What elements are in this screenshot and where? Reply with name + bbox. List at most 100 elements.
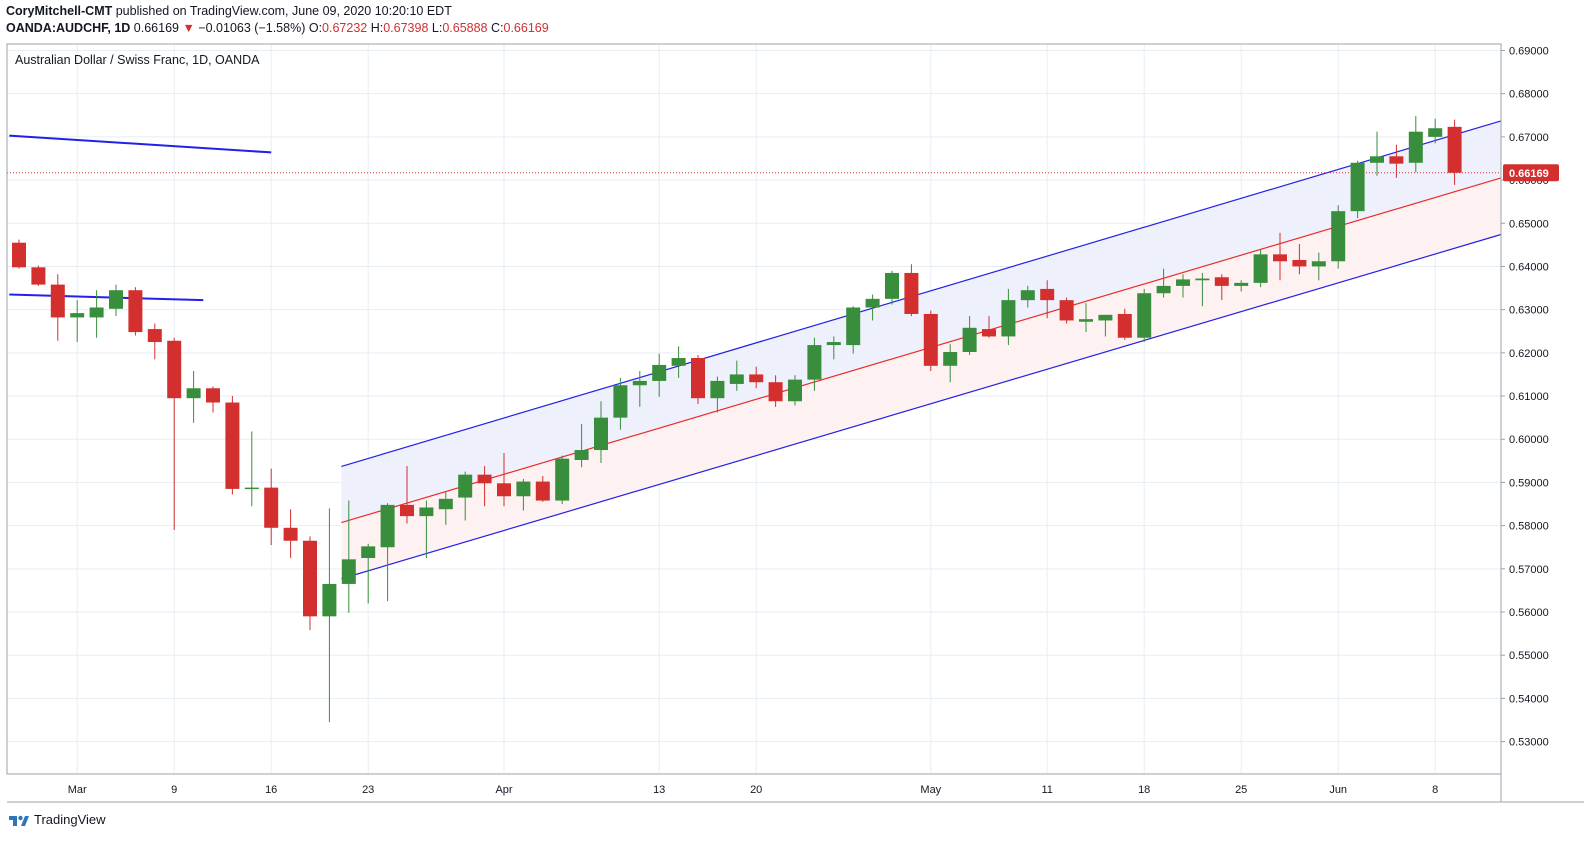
candle-body xyxy=(225,402,240,489)
close-label: C: xyxy=(491,21,504,35)
candle-body xyxy=(749,374,764,383)
candle-body xyxy=(807,345,822,380)
candle-body xyxy=(50,284,65,318)
x-tick-label: 23 xyxy=(362,784,374,796)
candle-up xyxy=(652,353,667,397)
candle-body xyxy=(1311,261,1326,267)
candle-body xyxy=(691,358,705,399)
candle-down xyxy=(147,323,162,360)
open-value: 0.67232 xyxy=(322,21,368,35)
open-label: O: xyxy=(308,21,323,35)
last-value: 0.66169 xyxy=(133,21,179,35)
candle-down xyxy=(691,355,705,404)
y-tick-label: 0.62000 xyxy=(1509,348,1549,360)
x-tick-label: 20 xyxy=(750,784,762,796)
candle-body xyxy=(865,298,880,308)
ohlc-line: OANDA:AUDCHF, 1D 0.66169 ▼ −0.01063 (−1.… xyxy=(6,20,549,37)
candle-body xyxy=(1408,131,1423,163)
candle-body xyxy=(943,351,958,366)
candle-up xyxy=(885,270,899,305)
candle-body xyxy=(244,487,259,490)
candle-body xyxy=(904,272,919,314)
y-tick-label: 0.69000 xyxy=(1509,45,1549,57)
candle-up xyxy=(89,290,104,338)
candle-up xyxy=(846,306,861,354)
candle-body xyxy=(128,290,143,333)
candle-up xyxy=(1311,252,1326,281)
y-tick-label: 0.56000 xyxy=(1509,607,1549,619)
candle-up xyxy=(70,300,85,343)
candle-body xyxy=(1079,319,1093,322)
chart-title: Australian Dollar / Swiss Franc, 1D, OAN… xyxy=(15,53,260,67)
candle-body xyxy=(1234,282,1249,286)
time-axis[interactable]: Mar 9 16 23 Apr 13 20 May 11 18 25 Jun 8 xyxy=(68,784,1439,796)
author-name[interactable]: CoryMitchell-CMT xyxy=(6,4,113,18)
candle-up xyxy=(943,344,958,383)
price-axis[interactable]: 0.690000.680000.670000.660000.650000.640… xyxy=(1501,45,1549,749)
candle-body xyxy=(788,379,802,402)
candle-body xyxy=(962,327,977,352)
candle-up xyxy=(632,370,647,407)
candle-body xyxy=(1214,277,1229,286)
tradingview-footer[interactable]: TradingView xyxy=(8,812,106,827)
candle-up xyxy=(1428,118,1443,144)
candle-body xyxy=(652,364,667,381)
candle-body xyxy=(1447,126,1462,173)
candle-body xyxy=(1292,259,1307,267)
tradingview-logo-icon xyxy=(9,815,29,826)
candles[interactable] xyxy=(12,116,1462,723)
candle-body xyxy=(12,242,26,268)
candle-body xyxy=(885,272,899,299)
candle-body xyxy=(206,388,220,403)
candle-down xyxy=(264,468,279,546)
candle-up xyxy=(826,336,841,360)
last-price-label-text: 0.66169 xyxy=(1509,168,1549,180)
plot-frame xyxy=(6,43,1502,775)
candle-body xyxy=(982,329,996,337)
candle-up xyxy=(1370,131,1384,176)
candle-body xyxy=(768,382,783,402)
candle-body xyxy=(555,458,570,501)
candle-body xyxy=(1273,254,1287,262)
x-tick-label: Jun xyxy=(1329,784,1347,796)
candle-up xyxy=(1331,205,1346,269)
candle-body xyxy=(574,450,589,460)
y-tick-label: 0.55000 xyxy=(1509,650,1549,662)
y-tick-label: 0.67000 xyxy=(1509,132,1549,144)
candle-body xyxy=(1001,300,1016,337)
regression-channel[interactable] xyxy=(341,120,1502,580)
symbol-label: OANDA:AUDCHF, 1D xyxy=(6,21,131,35)
candle-up xyxy=(458,471,473,521)
tradingview-brand: TradingView xyxy=(34,812,106,827)
candle-up xyxy=(1156,268,1171,298)
candle-down xyxy=(12,239,26,269)
candle-body xyxy=(1020,290,1035,301)
candle-body xyxy=(477,474,492,484)
candle-down xyxy=(1059,297,1074,324)
candle-up xyxy=(962,316,977,356)
candle-up xyxy=(1020,285,1035,308)
candle-up xyxy=(555,455,570,505)
y-tick-label: 0.64000 xyxy=(1509,261,1549,273)
candle-body xyxy=(438,498,453,510)
candle-body xyxy=(1176,279,1190,286)
trendlines[interactable] xyxy=(9,134,272,302)
x-tick-label: May xyxy=(920,784,941,796)
candle-down xyxy=(477,466,492,507)
candle-up xyxy=(186,370,201,423)
candle-down xyxy=(400,466,414,524)
candle-down xyxy=(982,316,996,338)
candle-down xyxy=(1117,308,1132,340)
high-label: H: xyxy=(370,21,384,35)
candle-down xyxy=(1389,144,1404,178)
candle-up xyxy=(1137,288,1152,343)
candle-down xyxy=(1447,119,1462,185)
high-value: 0.67398 xyxy=(383,21,429,35)
y-tick-label: 0.65000 xyxy=(1509,218,1549,230)
candle-body xyxy=(923,313,938,366)
published-info: published on TradingView.com, June 09, 2… xyxy=(115,4,452,18)
channel-lower-fill xyxy=(341,177,1501,579)
candle-up xyxy=(438,491,453,525)
candle-up xyxy=(1195,272,1210,307)
